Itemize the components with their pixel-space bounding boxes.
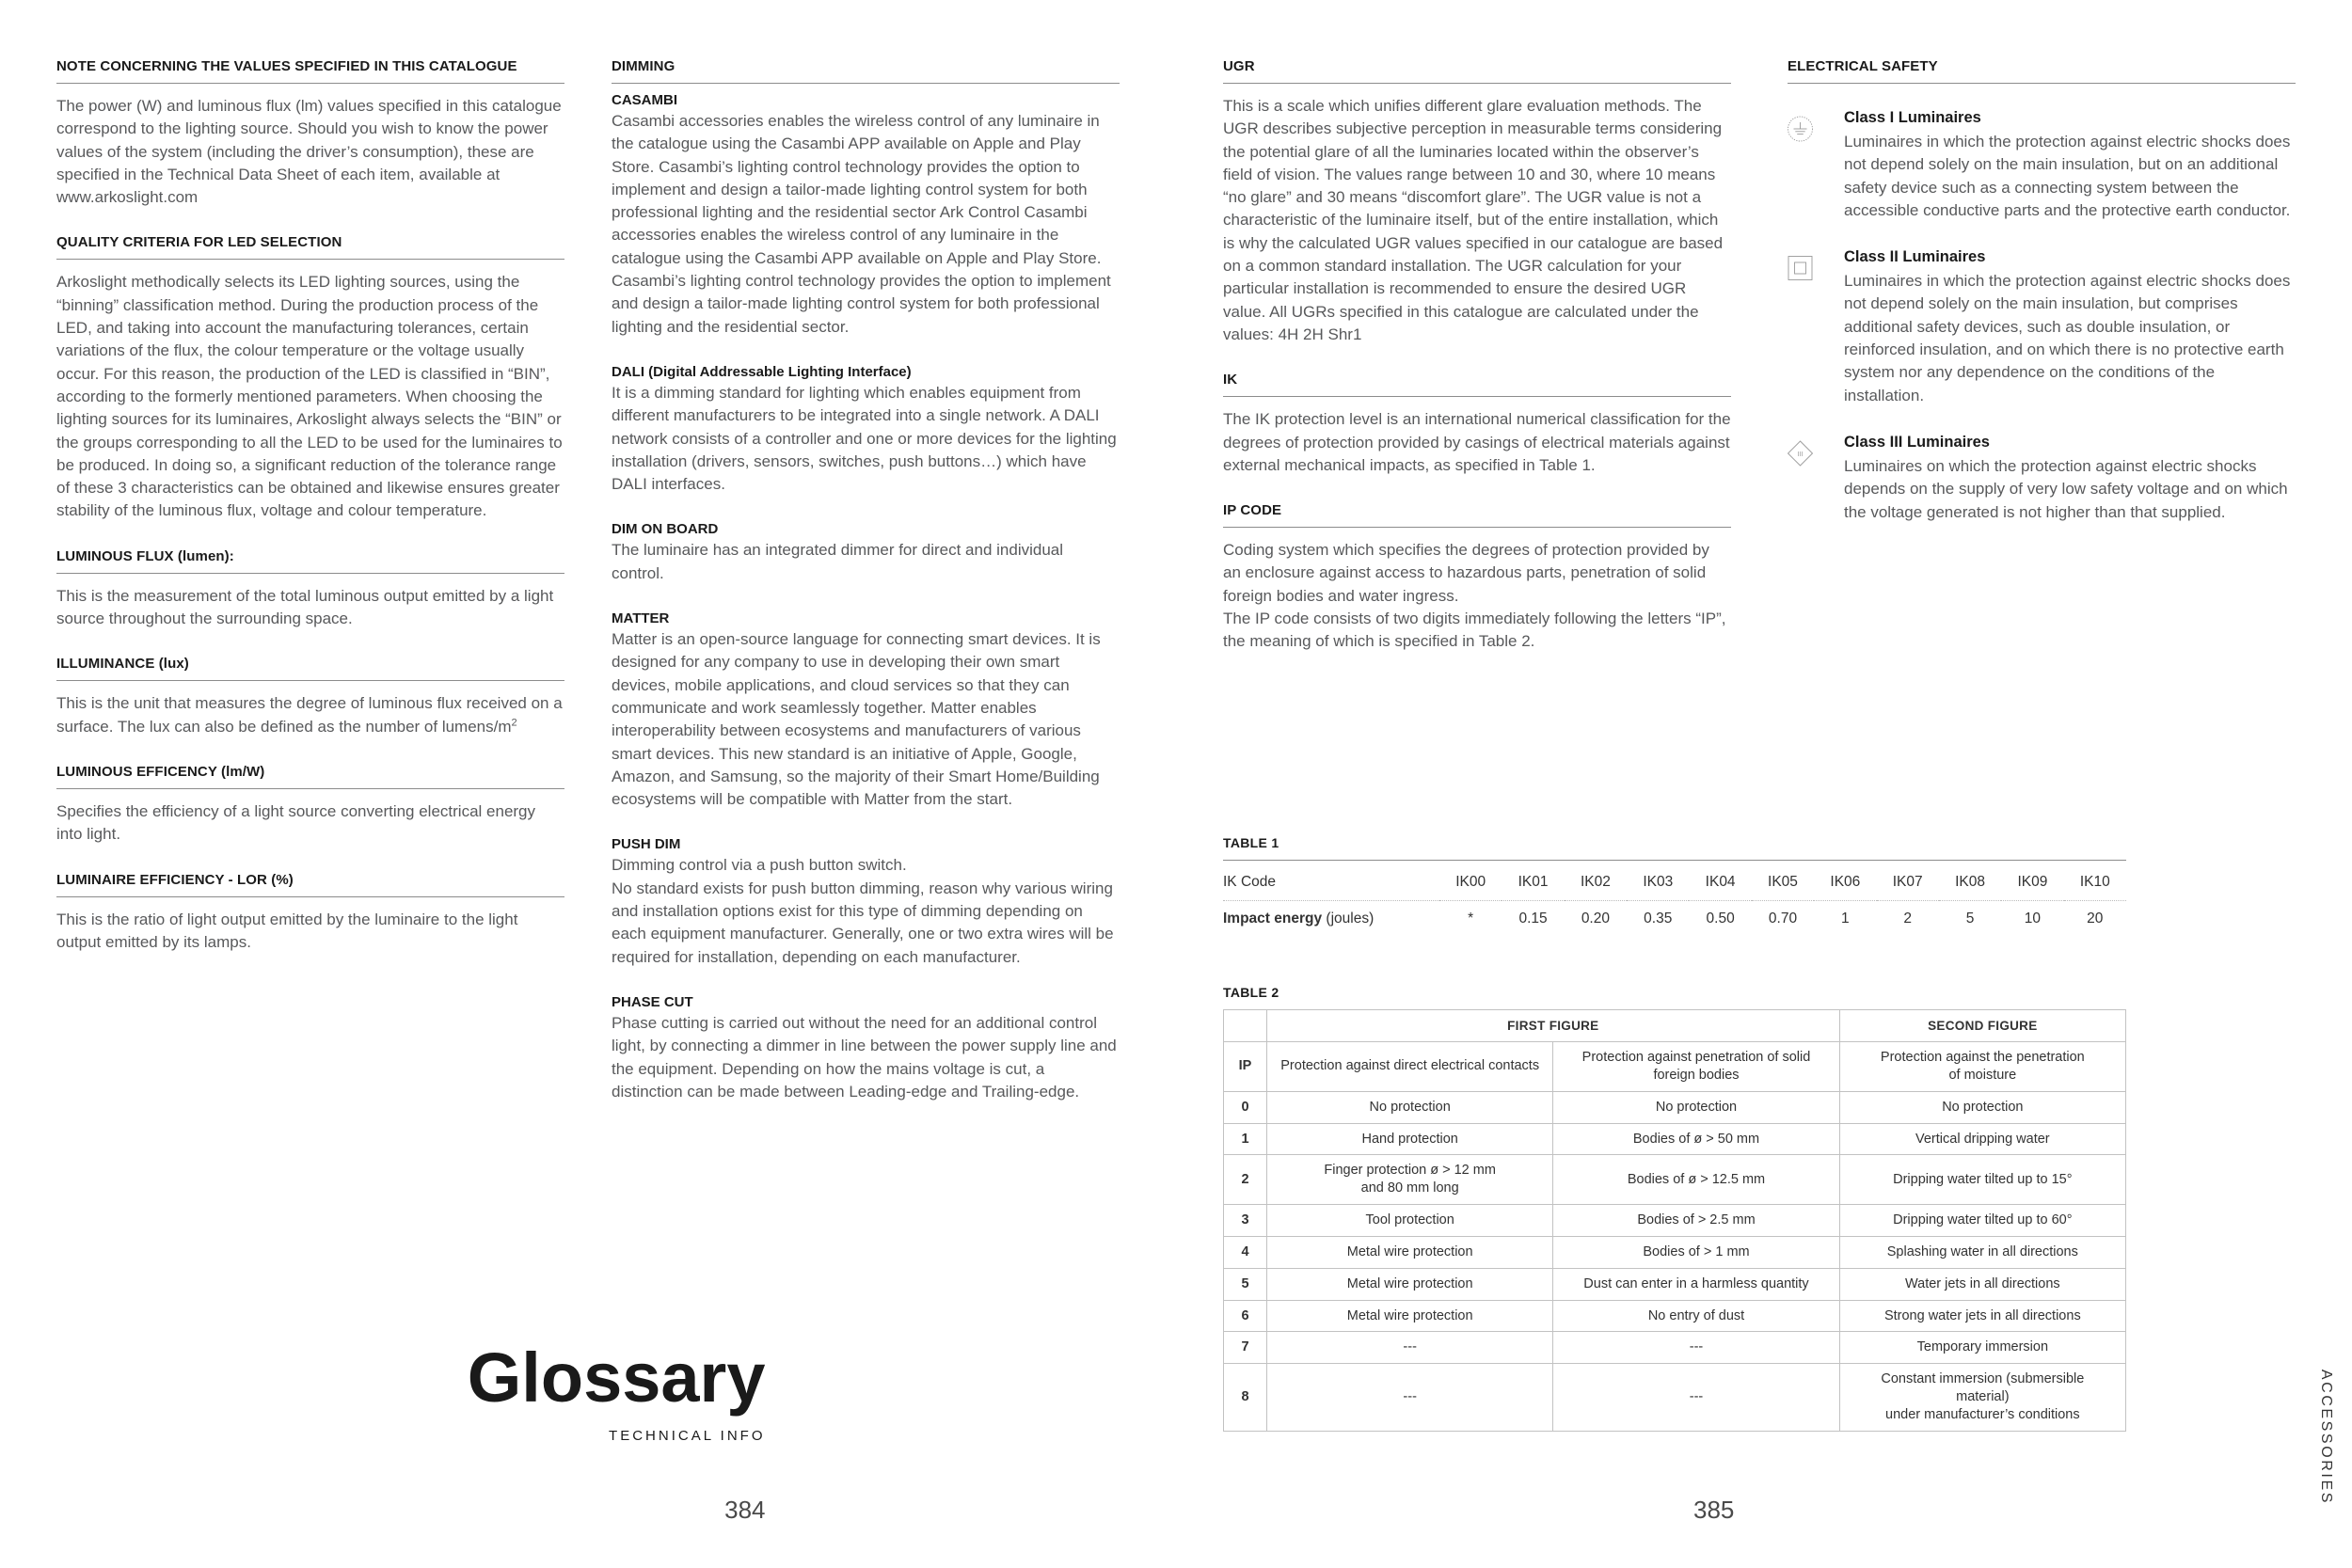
svg-text:III: III xyxy=(1798,451,1804,458)
